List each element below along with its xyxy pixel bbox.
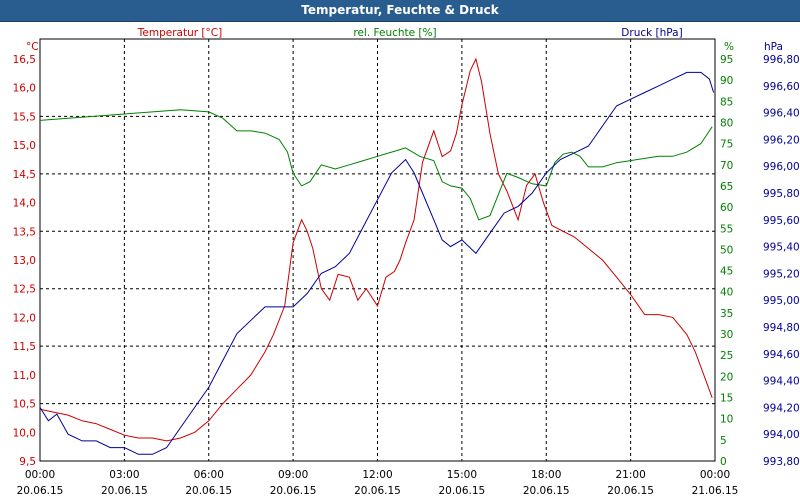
x-tick-time: 09:00 — [278, 469, 308, 481]
humidity-tick-label: 60 — [720, 202, 733, 214]
humidity-tick-label: 45 — [720, 266, 733, 278]
humidity-tick-label: 35 — [720, 308, 733, 320]
x-tick-time: 12:00 — [362, 469, 392, 481]
temperature-tick-label: 10,0 — [13, 427, 36, 439]
temperature-tick-label: 12,0 — [13, 312, 36, 324]
humidity-axis-label: rel. Feuchte [%] — [353, 27, 436, 39]
x-tick-time: 00:00 — [25, 469, 55, 481]
pressure-tick-label: 994,40 — [763, 376, 800, 388]
temperature-axis-label: Temperatur [°C] — [137, 27, 222, 39]
plot-frame — [39, 38, 716, 462]
x-tick-time: 18:00 — [531, 469, 561, 481]
pressure-tick-label: 995,00 — [763, 295, 800, 307]
series-line-temperatur — [39, 57, 713, 442]
pressure-tick-label: 996,80 — [763, 54, 800, 66]
x-tick-time: 21:00 — [615, 469, 645, 481]
humidity-tick-label: 15 — [720, 393, 733, 405]
x-tick-date: 20.06.15 — [523, 485, 570, 497]
humidity-tick-label: 65 — [720, 181, 733, 193]
grid-lines — [39, 39, 716, 461]
x-tick-time: 03:00 — [109, 469, 139, 481]
humidity-tick-label: 25 — [720, 350, 733, 362]
temperature-tick-label: 10,5 — [13, 399, 36, 411]
x-tick-date: 20.06.15 — [354, 485, 401, 497]
humidity-tick-label: 95 — [720, 54, 733, 66]
temperature-tick-label: 11,5 — [13, 341, 36, 353]
pressure-tick-label: 995,20 — [763, 268, 800, 280]
pressure-tick-label: 996,40 — [763, 108, 800, 120]
humidity-tick-label: 40 — [720, 287, 733, 299]
temperature-tick-label: 12,5 — [13, 284, 36, 296]
humidity-unit: % — [724, 41, 734, 53]
x-tick-date: 21.06.15 — [692, 485, 739, 497]
x-tick-time: 15:00 — [447, 469, 477, 481]
pressure-tick-label: 995,80 — [763, 188, 800, 200]
pressure-axis-label: Druck [hPa] — [621, 27, 682, 39]
series-layer — [39, 57, 715, 455]
temperature-tick-label: 16,0 — [13, 83, 36, 95]
humidity-tick-label: 30 — [720, 329, 733, 341]
humidity-tick-label: 5 — [720, 435, 727, 447]
temperature-tick-label: 11,0 — [13, 370, 36, 382]
pressure-tick-label: 994,80 — [763, 322, 800, 334]
x-tick-time: 00:00 — [700, 469, 730, 481]
humidity-tick-label: 90 — [720, 75, 733, 87]
pressure-tick-label: 995,40 — [763, 242, 800, 254]
humidity-tick-label: 50 — [720, 244, 733, 256]
temperature-tick-label: 9,5 — [19, 456, 36, 468]
pressure-tick-label: 996,20 — [763, 134, 800, 146]
pressure-tick-label: 994,60 — [763, 349, 800, 361]
pressure-tick-label: 995,60 — [763, 215, 800, 227]
chart-title: Temperatur, Feuchte & Druck — [301, 3, 499, 17]
pressure-tick-label: 994,20 — [763, 402, 800, 414]
temperature-tick-label: 15,0 — [13, 140, 36, 152]
series-line-rel-feuchte — [39, 109, 713, 221]
humidity-axis: 0 5 10 15 20 25 30 35 40 45 50 55 60 65 70 75 80 85 90 95 — [720, 54, 733, 468]
temperature-unit: °C — [26, 41, 39, 53]
temperature-tick-label: 13,5 — [13, 226, 36, 238]
pressure-tick-label: 994,00 — [763, 429, 800, 441]
x-tick-date: 20.06.15 — [607, 485, 654, 497]
humidity-tick-label: 85 — [720, 96, 733, 108]
time-axis: 00:00 20.06.15 03:00 20.06.15 06:00 20.06.15 0… — [17, 469, 739, 497]
temperature-tick-label: 14,5 — [13, 169, 36, 181]
temperature-axis: 9,5 10,0 10,5 11,0 11,5 12,0 12,5 13,0 13,5 14,0 1… — [13, 54, 36, 468]
temperature-tick-label: 13,0 — [13, 255, 36, 267]
x-tick-date: 20.06.15 — [17, 485, 64, 497]
x-tick-date: 20.06.15 — [270, 485, 317, 497]
humidity-tick-label: 75 — [720, 139, 733, 151]
temperature-tick-label: 14,0 — [13, 198, 36, 210]
pressure-tick-label: 996,60 — [763, 81, 800, 93]
humidity-tick-label: 80 — [720, 117, 733, 129]
humidity-tick-label: 0 — [720, 456, 727, 468]
humidity-tick-label: 55 — [720, 223, 733, 235]
humidity-tick-label: 70 — [720, 160, 733, 172]
temperature-tick-label: 16,5 — [13, 54, 36, 66]
humidity-tick-label: 10 — [720, 414, 733, 426]
pressure-unit: hPa — [764, 41, 783, 53]
temperature-tick-label: 15,5 — [13, 111, 36, 123]
x-tick-time: 06:00 — [194, 469, 224, 481]
x-tick-date: 20.06.15 — [185, 485, 232, 497]
pressure-tick-label: 993,80 — [763, 456, 800, 468]
pressure-axis: 993,80 994,00 994,20 994,40 994,60 994,80 995,… — [763, 54, 800, 468]
series-line-druck — [39, 71, 715, 455]
humidity-tick-label: 20 — [720, 371, 733, 383]
x-tick-date: 20.06.15 — [101, 485, 148, 497]
x-tick-date: 20.06.15 — [438, 485, 485, 497]
pressure-tick-label: 996,00 — [763, 161, 800, 173]
chart-title-bar — [0, 0, 800, 22]
